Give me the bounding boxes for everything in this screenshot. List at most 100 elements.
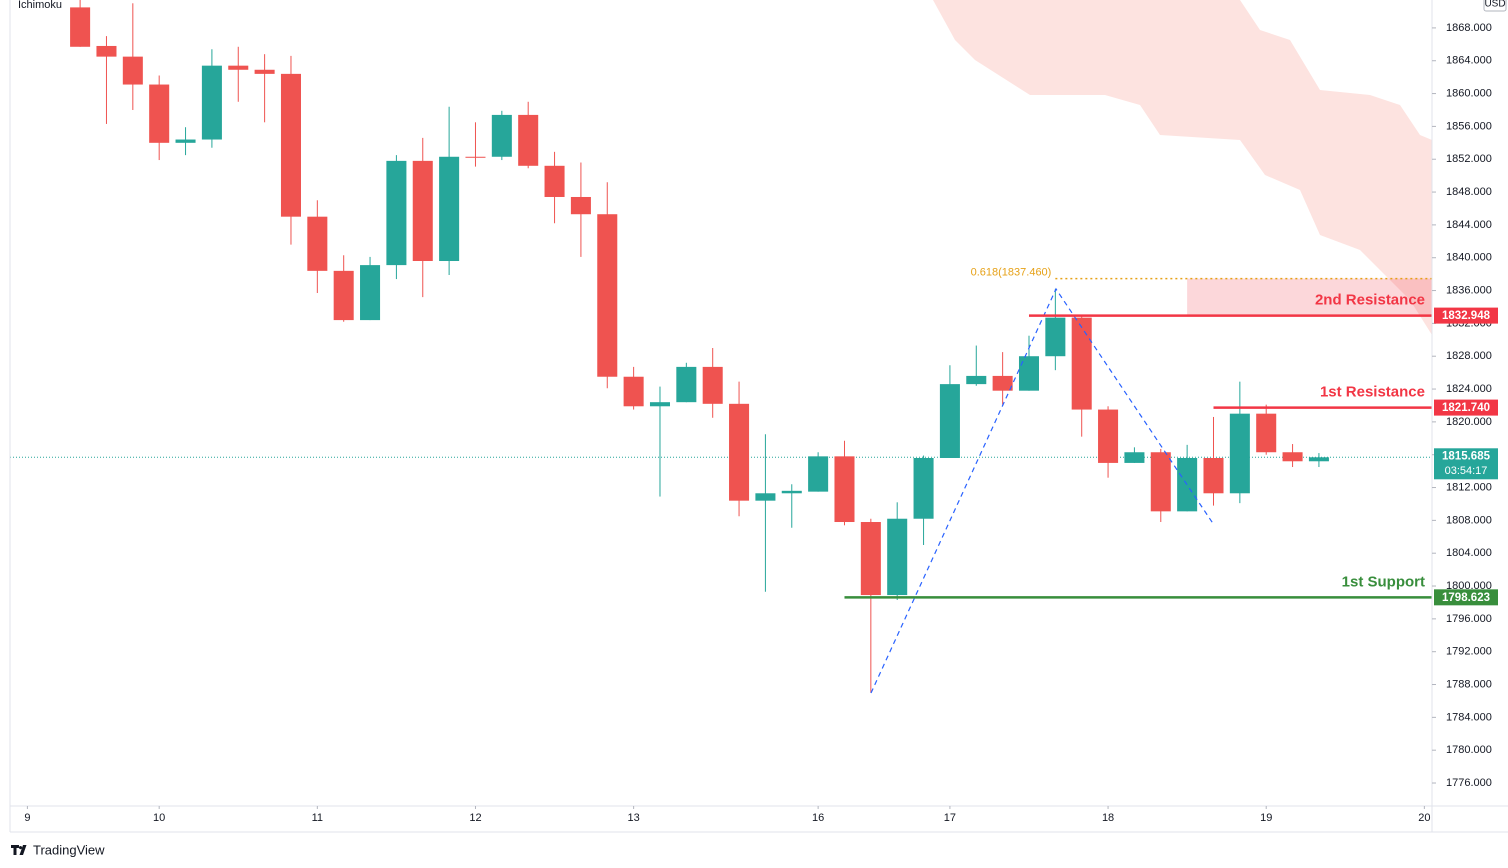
x-tick-label: 17 [944,812,956,824]
candle-body [1098,409,1119,463]
overlay [844,277,1432,599]
candles [70,0,1329,693]
candle-body [254,69,275,74]
candle-body [1150,452,1171,512]
level-price-box [1434,589,1498,606]
x-tick-label: 10 [153,812,165,824]
y-tick-label: 1780.000 [1446,744,1492,756]
candle-body [70,7,91,47]
candle-body [201,65,222,140]
ichimoku-cloud [933,0,1432,335]
candle-body [781,490,802,494]
y-tick-label: 1848.000 [1446,186,1492,198]
candle-body [570,196,591,215]
y-tick-label: 1800.000 [1446,580,1492,592]
level-price-box [1434,399,1498,416]
zigzag-pattern [870,287,1215,694]
x-tick-label: 11 [312,812,323,824]
candle-body [597,214,618,377]
y-tick-label: 1812.000 [1446,481,1492,493]
level-price-label: 1798.623 [1442,592,1490,604]
labels: 0.618(1837.460) 1815.685 03:54:17 2nd Resis… [971,266,1498,606]
candle-body [1124,452,1145,463]
x-tick-label: 13 [627,812,639,824]
y-tick-label: 1796.000 [1446,613,1492,625]
y-tick-label: 1788.000 [1446,678,1492,690]
footer-brand: TradingView [33,842,105,857]
last-price-box [1434,448,1498,480]
candle-body [649,402,670,407]
y-tick-label: 1828.000 [1446,350,1492,362]
x-tick-label: 12 [469,812,481,824]
y-tick-label: 1844.000 [1446,219,1492,231]
logo [11,845,27,855]
candle-body [966,375,987,385]
candle-body [702,366,723,404]
currency-label: USD [1484,0,1505,10]
candle-body [1071,317,1092,410]
candle-body [1229,413,1250,494]
candle-body [386,160,407,266]
y-tick-label: 1784.000 [1446,711,1492,723]
y-tick-label: 1868.000 [1446,22,1492,34]
y-tick-label: 1860.000 [1446,87,1492,99]
candle-body [729,403,750,501]
axes: 1776.000 1780.000 1784.000 1788.000 1792.000… [24,22,1492,824]
candle-body [755,493,776,501]
fib-label: 0.618(1837.460) [971,266,1052,278]
candle-body [1256,413,1277,453]
y-tick-label: 1820.000 [1446,416,1492,428]
x-tick-label: 20 [1418,812,1430,824]
candle-body [623,376,644,407]
candle-body [992,375,1013,391]
level-price-box [1434,307,1498,324]
candle-body [122,56,143,85]
candle-body [149,84,170,143]
candle-body [307,216,328,271]
last-price-label: 1815.685 [1442,450,1491,462]
candle-body [544,165,565,197]
y-tick-label: 1804.000 [1446,547,1492,559]
level-name: 2nd Resistance [1315,292,1425,309]
candle-body [808,456,829,492]
y-tick-label: 1776.000 [1446,777,1492,789]
y-tick-label: 1792.000 [1446,646,1492,658]
candle-body [96,45,117,57]
level-name: 1st Support [1342,573,1425,590]
level-price-label: 1821.740 [1442,402,1490,414]
candle-body [1308,457,1329,462]
level-price-label: 1832.948 [1442,310,1491,322]
candle-body [834,456,855,523]
candle-body [1045,317,1066,357]
candle-body [439,156,460,262]
candle-body [887,518,908,596]
candle-body [228,65,249,70]
candle-body [333,270,354,321]
candle-body [1282,452,1303,462]
candle-body [1203,457,1224,494]
candle-body [491,114,512,157]
indicator-label: Ichimoku [18,0,62,11]
candle-body [518,114,539,166]
candle-body [913,457,934,519]
currency-box [1483,0,1507,12]
plot-area [10,0,1432,694]
candle-body [360,265,381,321]
countdown-label: 03:54:17 [1445,465,1488,477]
candle-body [175,139,196,143]
overlay [10,278,1432,458]
x-tick-label: 16 [812,812,824,824]
y-tick-label: 1836.000 [1446,284,1492,296]
x-tick-label: 18 [1102,812,1114,824]
candle-body [1018,356,1040,391]
x-tick-label: 9 [24,812,30,824]
y-tick-label: 1852.000 [1446,153,1492,165]
y-tick-label: 1864.000 [1446,55,1492,67]
x-tick-label: 19 [1260,812,1272,824]
y-tick-label: 1808.000 [1446,514,1492,526]
logo-mark [11,845,27,855]
y-tick-label: 1840.000 [1446,252,1492,264]
level-name: 1st Resistance [1320,384,1425,401]
y-tick-label: 1824.000 [1446,383,1492,395]
